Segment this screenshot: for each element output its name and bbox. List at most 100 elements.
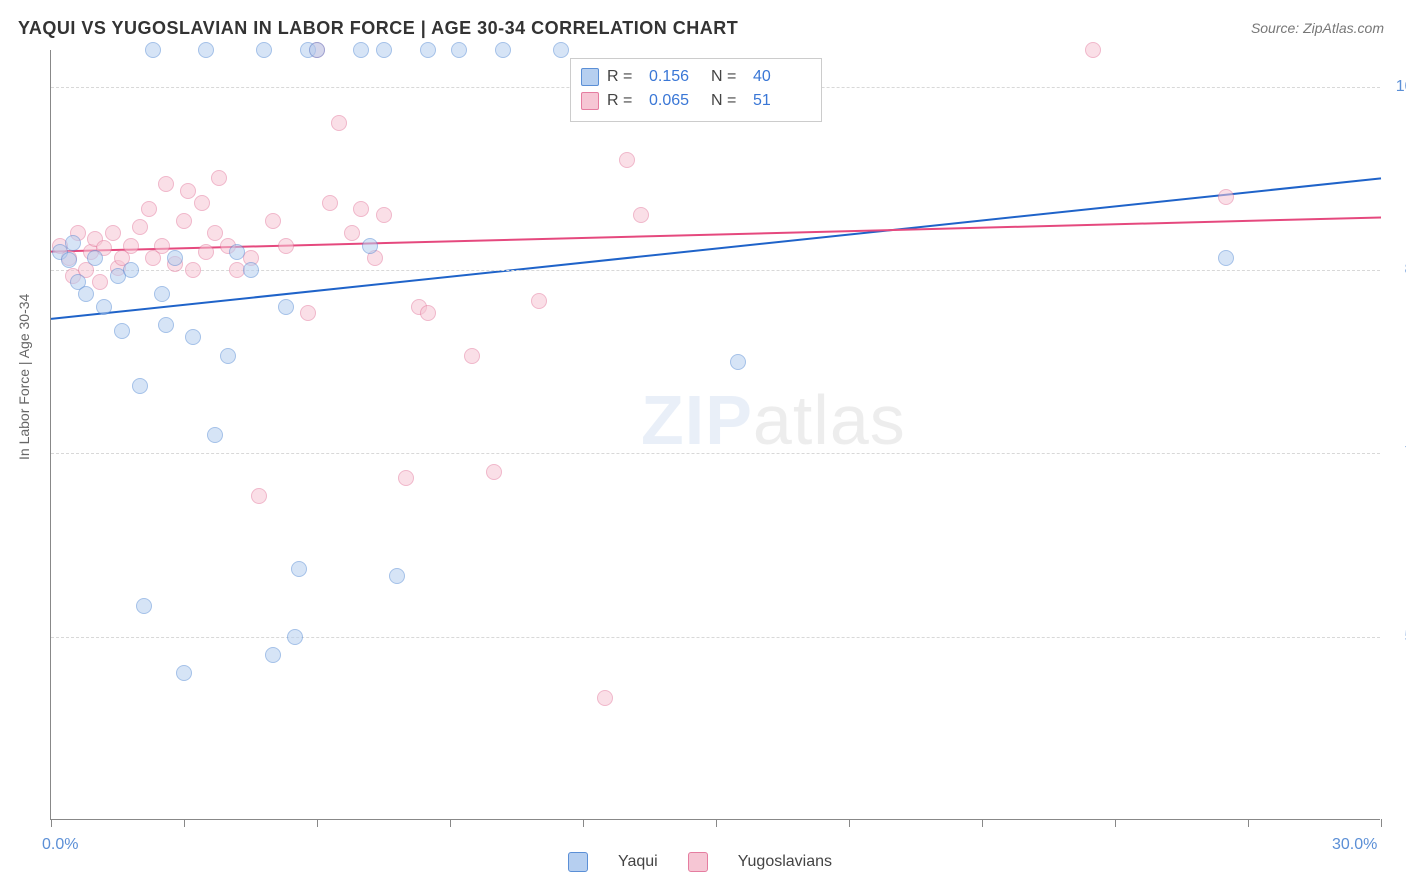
data-point [362,238,378,254]
data-point [114,323,130,339]
data-point [278,238,294,254]
x-axis-end-label: 30.0% [1332,836,1377,854]
data-point [123,238,139,254]
data-point [198,244,214,260]
legend-series: Yaqui Yugoslavians [568,852,832,872]
data-point [154,286,170,302]
data-point [132,378,148,394]
data-point [158,176,174,192]
data-point [331,115,347,131]
data-point [211,170,227,186]
data-point [154,238,170,254]
y-axis-label: In Labor Force | Age 30-34 [16,294,32,460]
data-point [389,568,405,584]
data-point [92,274,108,290]
data-point [553,42,569,58]
data-point [251,488,267,504]
data-point [176,213,192,229]
data-point [287,629,303,645]
x-tick [450,819,451,827]
swatch-yaqui [568,852,588,872]
data-point [376,42,392,58]
data-point [353,201,369,217]
data-point [344,225,360,241]
data-point [265,213,281,229]
source-label: Source: ZipAtlas.com [1251,20,1384,36]
data-point [256,42,272,58]
data-point [633,207,649,223]
data-point [322,195,338,211]
data-point [353,42,369,58]
data-point [136,598,152,614]
data-point [495,42,511,58]
x-tick [317,819,318,827]
data-point [531,293,547,309]
swatch-yugo [688,852,708,872]
x-tick [583,819,584,827]
data-point [1085,42,1101,58]
data-point [464,348,480,364]
legend-label-yaqui: Yaqui [618,853,658,871]
data-point [376,207,392,223]
data-point [1218,189,1234,205]
data-point [309,42,325,58]
data-point [194,195,210,211]
data-point [398,470,414,486]
data-point [451,42,467,58]
data-point [619,152,635,168]
data-point [87,250,103,266]
swatch-yaqui [581,68,599,86]
y-tick-label: 55.0% [1390,628,1406,646]
gridline [51,637,1380,638]
y-tick-label: 100.0% [1390,78,1406,96]
data-point [185,262,201,278]
data-point [141,201,157,217]
data-point [132,219,148,235]
x-tick [849,819,850,827]
data-point [65,235,81,251]
data-point [185,329,201,345]
data-point [198,42,214,58]
x-tick [1381,819,1382,827]
data-point [61,252,77,268]
data-point [180,183,196,199]
legend-label-yugo: Yugoslavians [738,853,832,871]
x-tick [184,819,185,827]
data-point [96,299,112,315]
data-point [486,464,502,480]
data-point [158,317,174,333]
data-point [420,42,436,58]
legend-stats-row-yaqui: R =0.156 N =40 [581,65,807,89]
data-point [229,244,245,260]
data-point [420,305,436,321]
y-tick-label: 85.0% [1390,261,1406,279]
data-point [167,250,183,266]
x-axis-start-label: 0.0% [42,836,78,854]
data-point [243,262,259,278]
data-point [176,665,192,681]
x-tick [51,819,52,827]
trend-lines [51,50,1381,820]
data-point [300,305,316,321]
data-point [207,427,223,443]
data-point [145,42,161,58]
x-tick [716,819,717,827]
legend-stats-row-yugo: R =0.065 N =51 [581,89,807,113]
x-tick [1115,819,1116,827]
data-point [78,286,94,302]
chart-title: YAQUI VS YUGOSLAVIAN IN LABOR FORCE | AG… [18,18,738,39]
plot-area: ZIPatlas 55.0%70.0%85.0%100.0% [50,50,1380,820]
gridline [51,453,1380,454]
data-point [265,647,281,663]
data-point [291,561,307,577]
legend-stats: R =0.156 N =40 R =0.065 N =51 [570,58,822,122]
swatch-yugo [581,92,599,110]
y-tick-label: 70.0% [1390,444,1406,462]
x-tick [982,819,983,827]
data-point [597,690,613,706]
data-point [123,262,139,278]
data-point [220,348,236,364]
data-point [278,299,294,315]
data-point [730,354,746,370]
data-point [105,225,121,241]
